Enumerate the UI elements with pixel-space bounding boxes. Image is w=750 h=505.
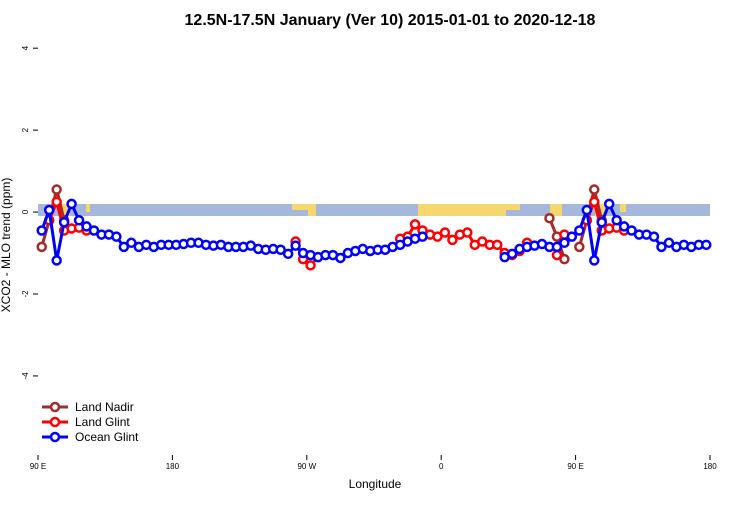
legend-label: Land Nadir bbox=[75, 400, 134, 414]
point bbox=[603, 198, 615, 210]
x-tick-label: 90 E bbox=[567, 462, 583, 471]
point bbox=[491, 239, 503, 251]
point bbox=[663, 237, 675, 249]
legend-label: Land Glint bbox=[75, 415, 130, 429]
point bbox=[566, 231, 578, 242]
point bbox=[574, 225, 585, 236]
point bbox=[305, 260, 316, 271]
y-tick-label: -4 bbox=[21, 372, 30, 380]
x-tick-label: 90 E bbox=[30, 462, 46, 471]
point bbox=[409, 219, 421, 230]
point bbox=[701, 239, 712, 251]
point bbox=[36, 225, 47, 236]
point bbox=[559, 253, 570, 265]
land-strip bbox=[86, 204, 90, 212]
legend-marker bbox=[49, 431, 61, 443]
x-tick-label: 180 bbox=[703, 462, 717, 471]
point bbox=[43, 204, 55, 216]
chart-title: 12.5N-17.5N January (Ver 10) 2015-01-01 … bbox=[185, 12, 596, 29]
x-tick-label: 180 bbox=[166, 462, 180, 471]
point bbox=[618, 221, 630, 232]
y-tick-label: -2 bbox=[21, 290, 30, 298]
land-strip bbox=[418, 204, 506, 216]
point bbox=[335, 252, 346, 264]
point bbox=[589, 255, 600, 266]
point bbox=[439, 227, 451, 238]
point bbox=[275, 244, 286, 256]
legend-marker bbox=[49, 401, 61, 413]
y-axis-label: XCO2 - MLO trend (ppm) bbox=[0, 178, 13, 313]
point bbox=[58, 217, 70, 228]
x-tick-label: 0 bbox=[439, 462, 444, 471]
point bbox=[551, 249, 563, 261]
point bbox=[282, 248, 294, 260]
point bbox=[559, 237, 570, 249]
x-axis-label: Longitude bbox=[349, 477, 402, 491]
point bbox=[447, 234, 458, 246]
point bbox=[51, 184, 62, 195]
point bbox=[432, 231, 443, 242]
point bbox=[574, 241, 585, 253]
point bbox=[51, 255, 62, 266]
point bbox=[506, 248, 518, 260]
point bbox=[73, 215, 85, 226]
land-strip bbox=[550, 204, 562, 216]
legend-marker bbox=[49, 416, 61, 428]
ocean-strip bbox=[38, 204, 710, 216]
point bbox=[648, 231, 660, 242]
point bbox=[544, 212, 555, 224]
point bbox=[656, 241, 667, 253]
point bbox=[290, 240, 301, 251]
point bbox=[36, 241, 47, 253]
point bbox=[111, 231, 122, 242]
point bbox=[581, 204, 593, 216]
y-tick-label: 0 bbox=[21, 209, 30, 214]
x-tick-label: 90 W bbox=[297, 462, 316, 471]
land-strip bbox=[620, 204, 626, 212]
land-strip bbox=[60, 204, 70, 216]
point bbox=[589, 196, 600, 208]
series bbox=[36, 198, 712, 266]
point bbox=[118, 241, 130, 253]
point bbox=[126, 237, 137, 249]
point bbox=[589, 184, 600, 195]
point bbox=[551, 241, 563, 253]
land-strip bbox=[506, 204, 520, 210]
point bbox=[462, 227, 473, 238]
land-strip bbox=[308, 204, 316, 216]
point bbox=[611, 215, 622, 226]
point bbox=[626, 225, 637, 236]
point bbox=[596, 217, 607, 228]
point bbox=[417, 231, 428, 242]
point bbox=[88, 225, 100, 236]
surface-strip bbox=[38, 204, 710, 216]
point bbox=[51, 196, 62, 208]
legend-label: Ocean Glint bbox=[75, 430, 139, 444]
point bbox=[81, 221, 92, 232]
point bbox=[66, 198, 77, 210]
land-strip bbox=[292, 204, 316, 210]
y-tick-label: 4 bbox=[21, 45, 30, 50]
y-tick-label: 2 bbox=[21, 127, 30, 132]
